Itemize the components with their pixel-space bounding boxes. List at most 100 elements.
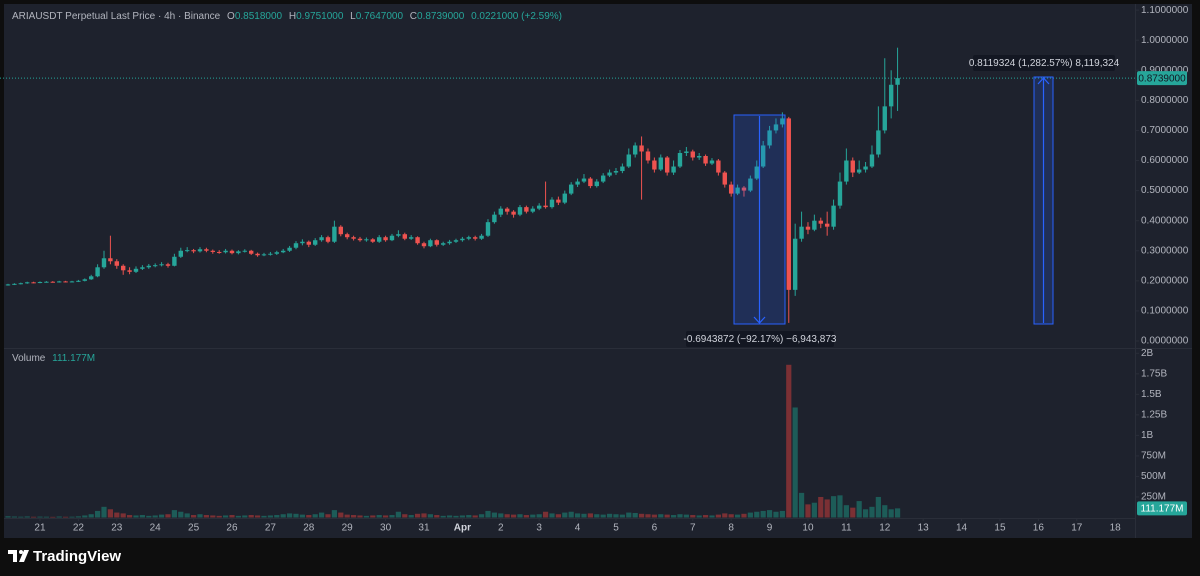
y-tick-label: 1.0000000 [1141, 35, 1189, 46]
candle-body [101, 258, 107, 268]
candle-body [440, 243, 446, 245]
candle-body [812, 220, 817, 230]
y-tick-label: 0.4000000 [1141, 215, 1189, 226]
x-tick-label: 25 [188, 523, 200, 534]
candle-body [31, 282, 36, 284]
volume-bar [651, 514, 657, 518]
x-tick-label: 22 [73, 523, 85, 534]
volume-bar [562, 512, 568, 518]
volume-bar [894, 508, 901, 518]
candle-body [472, 237, 478, 239]
volume-bar [190, 515, 197, 518]
candle-body [364, 239, 369, 241]
candle-body [50, 281, 55, 283]
x-tick-label: 6 [652, 523, 658, 534]
candle-body [498, 208, 503, 215]
y-tick-label: 0.5000000 [1141, 185, 1189, 196]
volume-bar [229, 515, 235, 518]
volume-bar [165, 514, 171, 518]
volume-bar [510, 514, 517, 518]
volume-bar [318, 512, 325, 518]
candle-body [88, 276, 94, 280]
candle-body [626, 154, 631, 167]
y-tick-label: 2B [1141, 348, 1154, 359]
candle-body [114, 261, 119, 266]
volume-bar [414, 513, 421, 518]
volume-bar [274, 515, 280, 518]
chart-bg [4, 4, 1192, 538]
volume-bar [82, 515, 88, 518]
volume-bar [453, 515, 459, 518]
candle-body [511, 211, 516, 215]
volume-bar [286, 513, 293, 518]
volume-bar [498, 513, 504, 518]
volume-bar [376, 515, 382, 518]
volume-bar [773, 511, 779, 518]
y-tick-label: 1.25B [1141, 410, 1167, 421]
candle-body [530, 208, 535, 212]
volume-bar [158, 514, 165, 518]
volume-bar [88, 514, 94, 518]
candle-body [562, 193, 567, 203]
volume-bar [856, 501, 862, 518]
volume-bar [888, 509, 894, 518]
candle-body [56, 281, 62, 283]
candle-body [895, 78, 900, 85]
volume-bar [357, 515, 363, 518]
y-tick-label: 1.1000000 [1141, 5, 1189, 16]
candle-body [792, 238, 798, 290]
candle-body [5, 284, 11, 286]
volume-bar [312, 514, 318, 518]
candle-body [325, 237, 331, 242]
volume-bar [824, 499, 830, 518]
candle-body [421, 243, 427, 247]
measure-label: -0.6943872 (−92.17%) −6,943,873 [684, 334, 837, 345]
symbol: ARIAUSDT Perpetual Last Price · 4h · Bin… [12, 11, 221, 22]
candle-body [716, 160, 721, 173]
candle-body [728, 184, 734, 194]
volume-bar [741, 513, 747, 518]
candle-body [287, 247, 292, 251]
candle-body [268, 253, 273, 255]
candle-body [748, 178, 753, 191]
last-volume-label: 111.177M [1141, 504, 1184, 515]
volume-bar [114, 512, 120, 518]
volume-bar [683, 514, 689, 518]
candle-body [447, 241, 452, 244]
candle-body [658, 157, 663, 170]
volume-bar [427, 514, 433, 518]
volume-bar [350, 515, 357, 518]
candle-body [722, 172, 727, 185]
volume-bar [107, 509, 113, 518]
candle-body [191, 250, 196, 252]
measure-arrow-head [753, 316, 766, 324]
candle-body [44, 281, 49, 283]
y-tick-label: 0.3000000 [1141, 245, 1189, 256]
volume-bar [677, 514, 683, 518]
candle-body [786, 118, 791, 290]
candle-body [274, 252, 279, 254]
x-tick-label: 11 [841, 523, 852, 534]
volume-bar [382, 515, 389, 518]
volume-bar [619, 514, 625, 518]
volume-bar [798, 492, 805, 518]
volume-bar [818, 496, 824, 518]
volume-bar [101, 506, 107, 518]
ohlc-value: 0.8739000 [417, 11, 465, 22]
y-tick-label: 250M [1141, 492, 1166, 503]
volume-bar [638, 513, 645, 518]
volume-bar [715, 514, 721, 518]
candle-body [760, 145, 766, 167]
ohlc-key: C [410, 11, 417, 22]
volume-bar [504, 514, 510, 518]
volume-bar [254, 515, 261, 518]
candle-body [453, 240, 459, 242]
candle-body [18, 283, 23, 285]
volume-bar [459, 515, 465, 518]
volume-bar [62, 516, 69, 518]
candle-body [581, 178, 587, 182]
candle-body [396, 234, 401, 236]
candle-body [338, 226, 343, 235]
candle-body [159, 264, 164, 266]
volume-bar [126, 515, 133, 518]
